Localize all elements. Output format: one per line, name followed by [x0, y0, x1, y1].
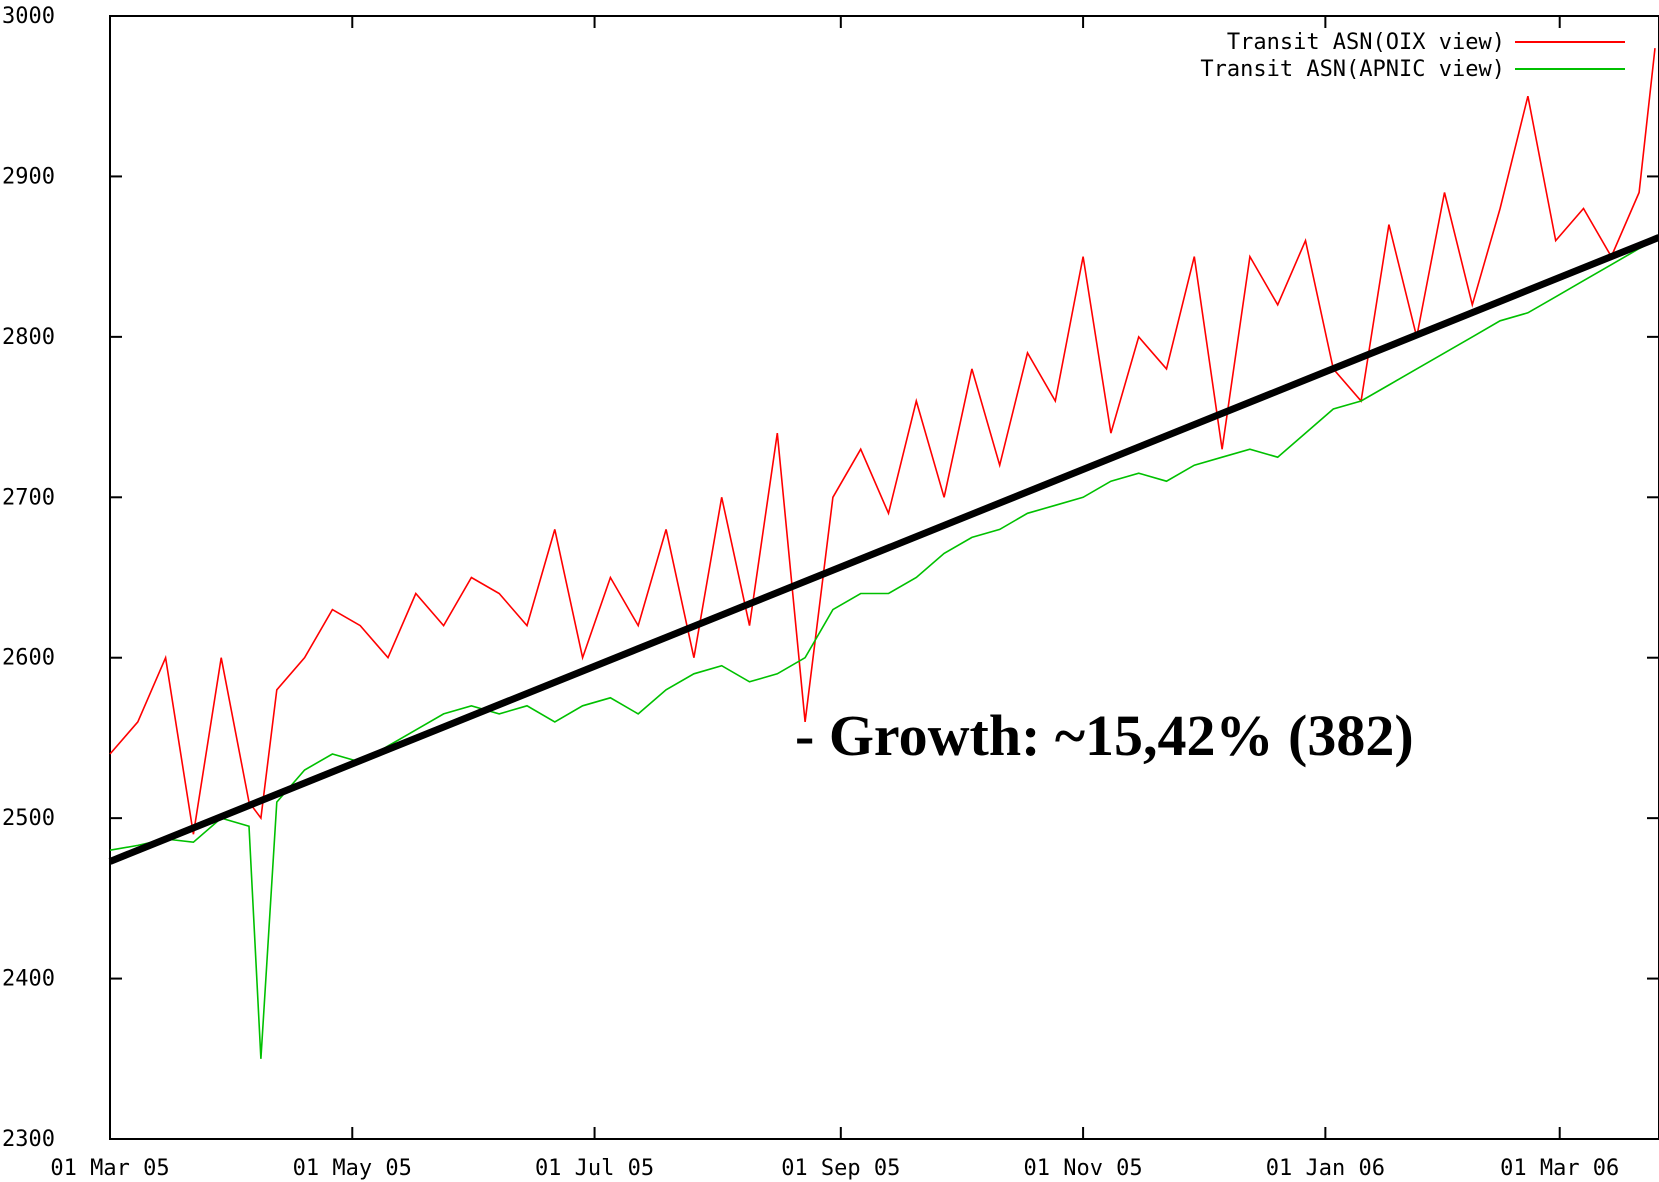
- x-tick-label: 01 Nov 05: [1023, 1156, 1142, 1181]
- annotation: - Growth: ~15,42% (382): [795, 703, 1414, 768]
- y-tick-label: 2900: [2, 164, 55, 189]
- legend-label: Transit ASN(APNIC view): [1200, 57, 1505, 82]
- x-tick-label: 01 Jan 06: [1266, 1156, 1385, 1181]
- y-tick-label: 2800: [2, 325, 55, 350]
- x-tick-label: 01 Mar 06: [1500, 1156, 1619, 1181]
- y-tick-label: 2300: [2, 1127, 55, 1152]
- y-tick-label: 2500: [2, 806, 55, 831]
- y-tick-label: 2700: [2, 485, 55, 510]
- x-tick-label: 01 Jul 05: [535, 1156, 654, 1181]
- plot-frame: [109, 15, 1659, 1140]
- x-tick-label: 01 May 05: [293, 1156, 412, 1181]
- series-line: [109, 48, 1656, 835]
- series-line: [109, 239, 1656, 1059]
- y-tick-label: 2600: [2, 646, 55, 671]
- y-tick-label: 3000: [2, 4, 55, 29]
- y-tick-label: 2400: [2, 967, 55, 992]
- x-tick-label: 01 Sep 05: [781, 1156, 900, 1181]
- x-tick-label: 01 Mar 05: [50, 1156, 169, 1181]
- trend-line: [108, 234, 1659, 865]
- legend-label: Transit ASN(OIX view): [1227, 30, 1505, 55]
